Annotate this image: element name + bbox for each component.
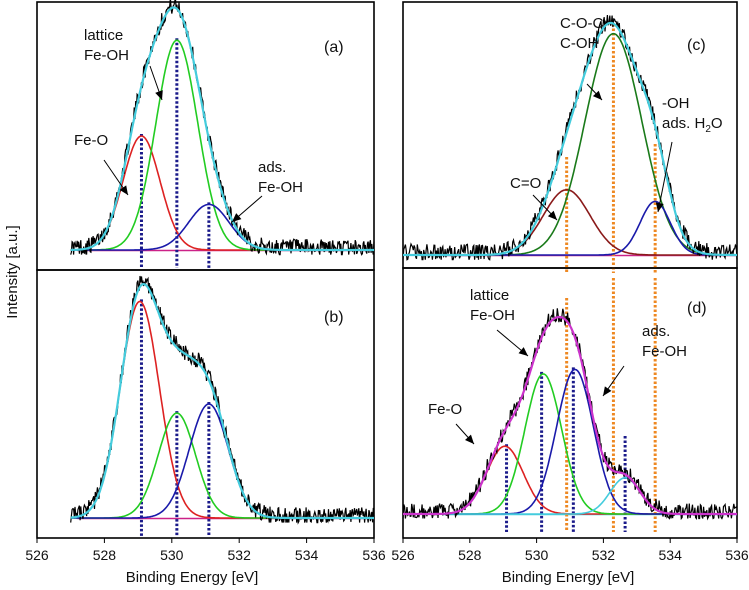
x-tick-label-d-4: 534 [659, 547, 683, 563]
annotation-text-c-0-0: C-O-C [560, 15, 603, 32]
annotation-text-a-0-0: lattice [84, 27, 123, 44]
annotation-arrowhead-a-2 [232, 213, 242, 222]
component-peak-c-1 [403, 32, 737, 256]
fit-envelope-c [403, 21, 737, 257]
x-tick-label-d-1: 528 [458, 547, 482, 563]
annotation-arrow-c-2 [657, 141, 673, 213]
annotation-arrowhead-a-1 [119, 185, 128, 195]
panel-frame-b [36, 269, 375, 539]
panel-a: (a) lattice Fe-OH Fe-O ads. Fe-OH [36, 0, 375, 271]
annotation-text-a-1-0: Fe-O [74, 132, 108, 149]
panel-label-d: (d) [687, 300, 707, 317]
annotation-arrowhead-d-0 [518, 347, 528, 356]
component-peak-c-0 [403, 189, 737, 256]
panel-label-c: (c) [687, 37, 706, 54]
annotation-arrowhead-c-0 [592, 90, 602, 100]
x-tick-label-b-2: 530 [160, 547, 184, 563]
annotation-arrowhead-d-1 [603, 386, 612, 396]
panel-frame-d [402, 267, 738, 539]
y-axis-label: Intensity [a.u.] [4, 225, 21, 318]
annotation-arrowhead-c-2 [655, 202, 664, 212]
fit-envelope-d [403, 315, 737, 516]
annotation-text-d-0-0: lattice [470, 287, 509, 304]
component-peak-d-1 [403, 373, 737, 515]
x-tick-label-d-3: 532 [592, 547, 616, 563]
annotation-arrowhead-c-1 [547, 210, 557, 220]
annotation-text-d-1-0: ads. [642, 323, 670, 340]
annotation-text-c-1-0: C=O [510, 175, 541, 192]
x-axis-label-left: Binding Energy [eV] [126, 569, 259, 586]
annotation-text-a-2-0: ads. [258, 159, 286, 176]
x-tick-label-d-5: 536 [725, 547, 749, 563]
x-tick-label-b-5: 536 [362, 547, 386, 563]
x-tick-label-b-1: 528 [93, 547, 117, 563]
panel-label-b: (b) [324, 309, 344, 326]
x-tick-label-b-4: 534 [295, 547, 319, 563]
component-peak-a-1 [70, 39, 374, 251]
annotation-text-a-2-1: Fe-OH [258, 179, 303, 196]
annotation-text-c-0-1: C-OH [560, 35, 598, 52]
annotation-text-d-1-1: Fe-OH [642, 343, 687, 360]
x-tick-label-d-0: 526 [391, 547, 415, 563]
x-tick-label-d-2: 530 [525, 547, 549, 563]
annotation-arrowhead-d-2 [465, 434, 474, 444]
x-axis-label-right: Binding Energy [eV] [502, 569, 635, 586]
panel-b: (b) 526 528 530 532 534 536 [25, 269, 386, 563]
annotation-text-d-0-1: Fe-OH [470, 307, 515, 324]
annotation-text-c-2-1: ads. H2O [662, 115, 723, 135]
annotation-text-c-2-0: -OH [662, 95, 690, 112]
x-tick-label-b-0: 526 [25, 547, 49, 563]
panel-d: (d) 526 528 530 532 534 536 lattice Fe-OH ads. Fe-… [391, 267, 749, 563]
panel-c: (c) C-O-C C-OH C=O -OH ads. H2O [402, 1, 738, 273]
component-peak-d-2 [403, 368, 737, 515]
annotation-text-a-0-1: Fe-OH [84, 47, 129, 64]
x-tick-label-b-3: 532 [228, 547, 252, 563]
fit-envelope-a [70, 6, 374, 252]
annotation-text-d-2-0: Fe-O [428, 401, 462, 418]
annotation-arrowhead-a-0 [155, 90, 163, 100]
panel-label-a: (a) [324, 39, 344, 56]
fit-envelope-b [70, 282, 374, 520]
